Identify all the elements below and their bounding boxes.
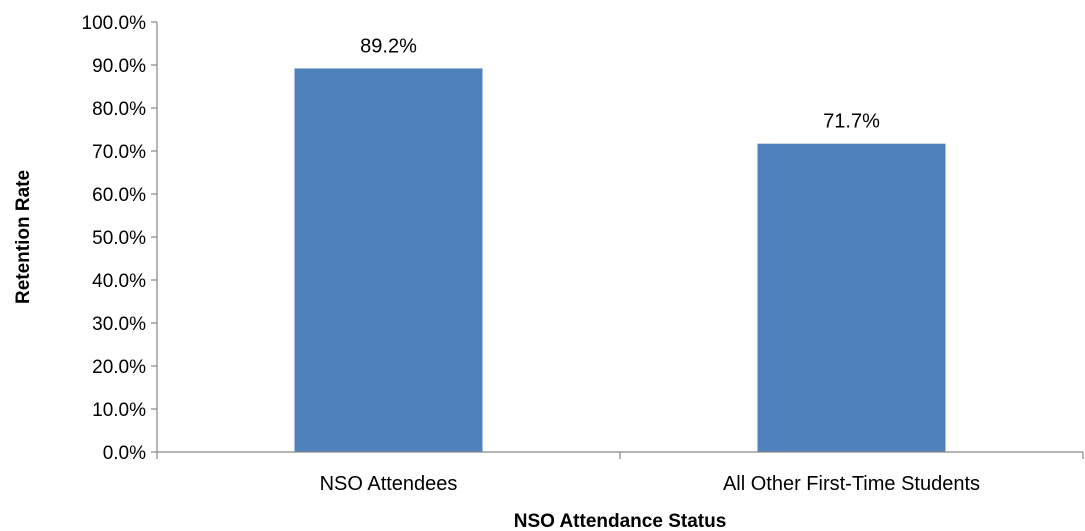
data-label: 71.7%: [823, 111, 880, 133]
y-tick-label: 80.0%: [92, 99, 146, 120]
y-tick-label: 0.0%: [103, 443, 146, 464]
bar: [757, 143, 946, 452]
data-label: 89.2%: [360, 35, 417, 57]
bars: [294, 68, 946, 452]
y-tick-label: 60.0%: [92, 185, 146, 206]
data-labels: 89.2% 71.7%: [360, 35, 880, 132]
y-axis-ticks: 0.0% 10.0% 20.0% 30.0% 40.0% 50.0% 60.0% 70.0% 8…: [82, 13, 157, 464]
y-tick-label: 10.0%: [92, 400, 146, 421]
y-tick-label: 70.0%: [92, 142, 146, 163]
category-label: All Other First-Time Students: [723, 473, 980, 495]
x-axis-ticks: [156, 452, 1084, 459]
y-tick-label: 20.0%: [92, 357, 146, 378]
category-labels: NSO Attendees All Other First-Time Studen…: [320, 473, 980, 495]
x-axis-title: NSO Attendance Status: [514, 511, 727, 531]
y-tick-label: 50.0%: [92, 228, 146, 249]
category-label: NSO Attendees: [320, 473, 458, 495]
y-tick-label: 30.0%: [92, 314, 146, 335]
y-axis-title: Retention Rate: [13, 170, 34, 304]
y-tick-label: 100.0%: [82, 13, 147, 34]
y-tick-label: 40.0%: [92, 271, 146, 292]
y-tick-label: 90.0%: [92, 56, 146, 77]
bar: [294, 68, 483, 452]
